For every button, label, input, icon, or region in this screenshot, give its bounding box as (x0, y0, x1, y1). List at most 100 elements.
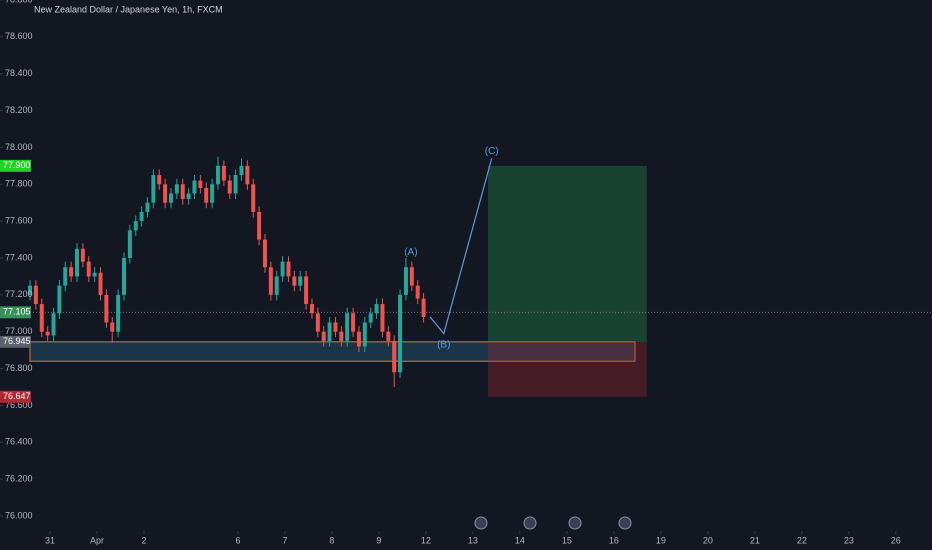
candle-body (362, 322, 367, 347)
price-label: 76.647 (3, 391, 31, 401)
candle-body (163, 184, 168, 203)
candle-body (345, 313, 350, 341)
price-label-box (0, 306, 31, 319)
candle-body (122, 257, 127, 295)
candle-body (186, 193, 191, 200)
x-tick-label: 12 (421, 535, 431, 545)
candle-body (251, 184, 256, 212)
x-tick-label: 14 (515, 535, 525, 545)
candle-body (262, 239, 267, 268)
candle-body (257, 211, 262, 240)
x-tick-label: 15 (562, 535, 572, 545)
x-tick-label: 7 (282, 535, 287, 545)
candle-body (221, 165, 226, 181)
candle-body (145, 202, 150, 212)
y-tick-label: 76.600 (5, 400, 33, 410)
x-tick-label: 26 (891, 535, 901, 545)
candle-body (98, 272, 103, 295)
candle-body (233, 175, 238, 194)
candle-body (280, 261, 285, 277)
candle-body (386, 331, 391, 341)
y-tick-label: 76.800 (5, 363, 33, 373)
candle-body (239, 165, 244, 176)
y-tick-label: 77.400 (5, 252, 33, 262)
candle-body (368, 313, 373, 323)
zone (29, 341, 636, 362)
x-tick-label: 8 (329, 535, 334, 545)
candle-body (409, 267, 414, 286)
candle-body (398, 294, 403, 373)
candle-body (133, 221, 138, 231)
candle-body (57, 285, 62, 314)
candle-body (374, 304, 379, 314)
chart-title: New Zealand Dollar / Japanese Yen, 1h, F… (34, 4, 223, 14)
candle-body (168, 193, 173, 203)
y-tick-label: 78.600 (5, 31, 33, 41)
candle-body (86, 261, 91, 277)
event-icon[interactable] (474, 516, 488, 530)
x-tick-label: Apr (90, 535, 104, 545)
candle-body (116, 294, 121, 332)
candle-body (392, 340, 397, 373)
candle-body (321, 331, 326, 341)
event-icon[interactable] (618, 516, 632, 530)
candle-body (274, 276, 279, 295)
y-tick-label: 77.800 (5, 179, 33, 189)
candle-body (33, 285, 38, 305)
x-tick-label: 22 (797, 535, 807, 545)
wave-line (429, 158, 493, 335)
candle-body (403, 267, 408, 295)
candle-body (69, 267, 74, 277)
candle-body (192, 180, 197, 194)
event-icon[interactable] (568, 516, 582, 530)
candle-body (80, 248, 85, 262)
y-tick-label: 78.200 (5, 105, 33, 115)
candle-body (198, 180, 203, 188)
candle-body (92, 272, 97, 277)
candle-body (204, 187, 209, 203)
y-tick-label: 76.000 (5, 510, 33, 520)
candle-body (227, 180, 232, 194)
candle-body (110, 322, 115, 332)
y-tick-label: 77.200 (5, 289, 33, 299)
candle-body (304, 276, 309, 305)
wave-label: (C) (485, 146, 499, 157)
x-tick-label: 31 (45, 535, 55, 545)
y-tick-label: 78.400 (5, 68, 33, 78)
wave-label: (A) (404, 247, 417, 258)
candle-body (210, 184, 215, 203)
price-label: 77.900 (3, 160, 31, 170)
candle-body (28, 285, 33, 295)
price-label: 77.105 (3, 307, 31, 317)
candle-body (380, 304, 385, 332)
x-tick-label: 19 (656, 535, 666, 545)
candle-body (157, 175, 162, 185)
y-tick-label: 76.400 (5, 437, 33, 447)
event-icon[interactable] (523, 516, 537, 530)
y-tick-label: 76.200 (5, 474, 33, 484)
candle-body (268, 267, 273, 295)
candle-body (51, 313, 56, 336)
candle-body (315, 313, 320, 332)
candle-body (75, 248, 80, 277)
candle-body (127, 230, 132, 258)
price-label: 76.945 (3, 336, 31, 346)
candle-body (421, 298, 426, 317)
x-tick-label: 23 (844, 535, 854, 545)
candle-body (415, 285, 420, 299)
candle-body (45, 331, 50, 336)
x-tick-label: 21 (750, 535, 760, 545)
candle-body (63, 267, 68, 286)
candle-body (39, 304, 44, 332)
x-tick-label: 20 (703, 535, 713, 545)
event-icons (474, 516, 632, 530)
candle-body (139, 211, 144, 222)
candle-body (327, 322, 332, 341)
x-tick-label: 9 (376, 535, 381, 545)
candle-body (151, 175, 156, 203)
y-tick-label: 77.600 (5, 216, 33, 226)
wave-label: (B) (437, 339, 450, 350)
price-label-box (0, 159, 31, 172)
